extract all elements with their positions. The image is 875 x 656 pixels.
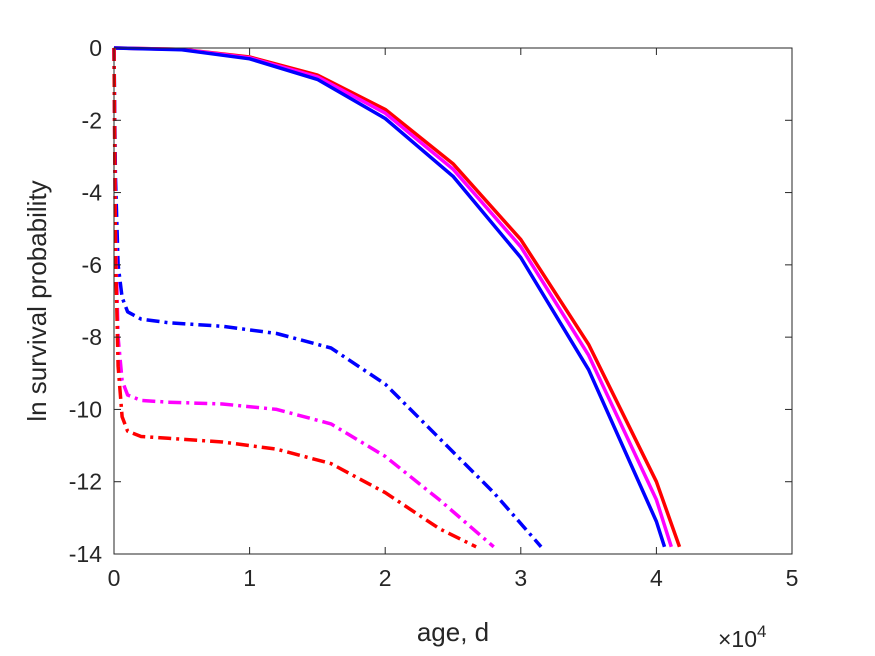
y-tick-label: -4: [82, 180, 103, 206]
x-axis-title: age, d: [417, 617, 489, 647]
axes-layer: [113, 47, 793, 555]
y-tick-label: -2: [82, 107, 102, 133]
x-axis-exponent-base: ×10: [718, 626, 757, 652]
y-tick-label: 0: [89, 35, 102, 61]
x-tick-label: 4: [650, 565, 663, 591]
y-axis-title: ln survival probability: [22, 180, 52, 421]
x-axis-exponent-label: ×104: [718, 622, 766, 652]
x-tick-label: 1: [243, 565, 256, 591]
x-axis-exponent-power: 4: [757, 622, 766, 641]
ticks-layer: 0 1 2 3 4 5 0 -2 -4 -6 -8 -10 -12 -14: [69, 35, 799, 591]
y-tick-label: -12: [69, 469, 102, 495]
x-tick-label: 0: [108, 565, 121, 591]
series-line-4: [112, 47, 543, 548]
y-tick-label: -6: [82, 252, 102, 278]
plot-area: [114, 48, 792, 554]
x-tick-label: 3: [514, 565, 527, 591]
y-tick-label: -8: [82, 324, 102, 350]
x-tick-label: 5: [786, 565, 799, 591]
y-tick-label: -14: [69, 541, 102, 567]
series-line-6: [112, 47, 477, 549]
axes-box: [113, 47, 793, 555]
y-tick-label: -10: [69, 396, 102, 422]
x-tick-label: 2: [379, 565, 392, 591]
series-line-3: [113, 46, 667, 548]
